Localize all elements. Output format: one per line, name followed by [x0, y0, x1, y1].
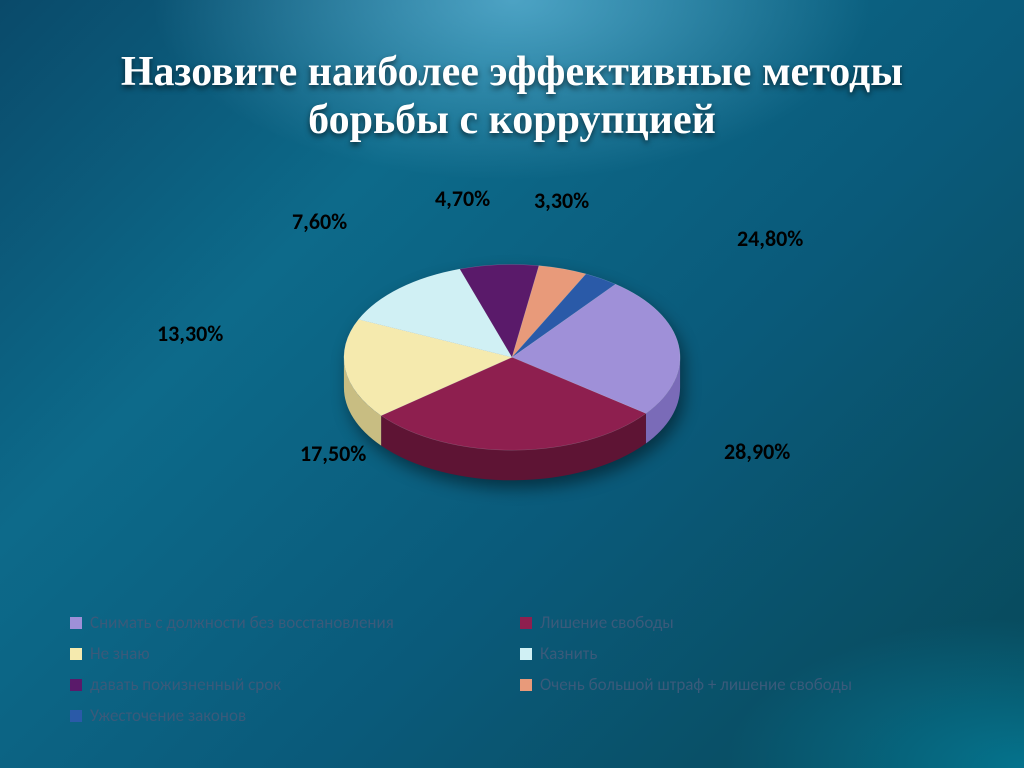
legend-row: Ужесточение законов — [70, 705, 970, 726]
legend-item: Ужесточение законов — [70, 705, 520, 726]
data-label: 13,30% — [157, 320, 223, 347]
legend: Снимать с должности без восстановления Ли… — [70, 612, 970, 736]
slide: Назовите наиболее эффективные методы бор… — [0, 0, 1024, 768]
legend-item: Не знаю — [70, 643, 520, 664]
pie-wrap — [312, 260, 712, 560]
legend-item: Лишение свободы — [520, 612, 970, 633]
legend-label: Не знаю — [90, 643, 150, 664]
pie-svg — [312, 260, 712, 490]
legend-swatch — [70, 710, 82, 722]
data-label: 28,90% — [724, 438, 790, 465]
legend-row: Снимать с должности без восстановления Ли… — [70, 612, 970, 633]
legend-label: Лишение свободы — [540, 612, 674, 633]
legend-item — [520, 705, 970, 726]
pie-chart: 24,80%28,90%17,50%13,30%7,60%4,70%3,30% — [172, 190, 852, 590]
legend-label: Ужесточение законов — [90, 705, 246, 726]
title-line-1: Назовите наиболее эффективные методы — [121, 49, 903, 95]
slide-title: Назовите наиболее эффективные методы бор… — [0, 48, 1024, 145]
legend-swatch — [70, 617, 82, 629]
legend-label: Очень большой штраф + лишение свободы — [540, 674, 852, 695]
legend-swatch — [70, 679, 82, 691]
data-label: 7,60% — [292, 208, 347, 235]
legend-swatch — [520, 679, 532, 691]
legend-swatch — [70, 648, 82, 660]
legend-item: Снимать с должности без восстановления — [70, 612, 520, 633]
legend-item: Очень большой штраф + лишение свободы — [520, 674, 970, 695]
data-label: 3,30% — [534, 187, 589, 214]
legend-label: Казнить — [540, 643, 597, 664]
legend-item: Казнить — [520, 643, 970, 664]
data-label: 17,50% — [300, 440, 366, 467]
legend-label: давать пожизненный срок — [90, 674, 281, 695]
legend-label: Снимать с должности без восстановления — [90, 612, 394, 633]
data-label: 4,70% — [435, 185, 490, 212]
legend-swatch — [520, 648, 532, 660]
legend-item: давать пожизненный срок — [70, 674, 520, 695]
legend-row: Не знаю Казнить — [70, 643, 970, 664]
legend-swatch — [520, 617, 532, 629]
legend-row: давать пожизненный срок Очень большой штр… — [70, 674, 970, 695]
title-line-2: борьбы с коррупцией — [308, 97, 716, 143]
data-label: 24,80% — [737, 225, 803, 252]
